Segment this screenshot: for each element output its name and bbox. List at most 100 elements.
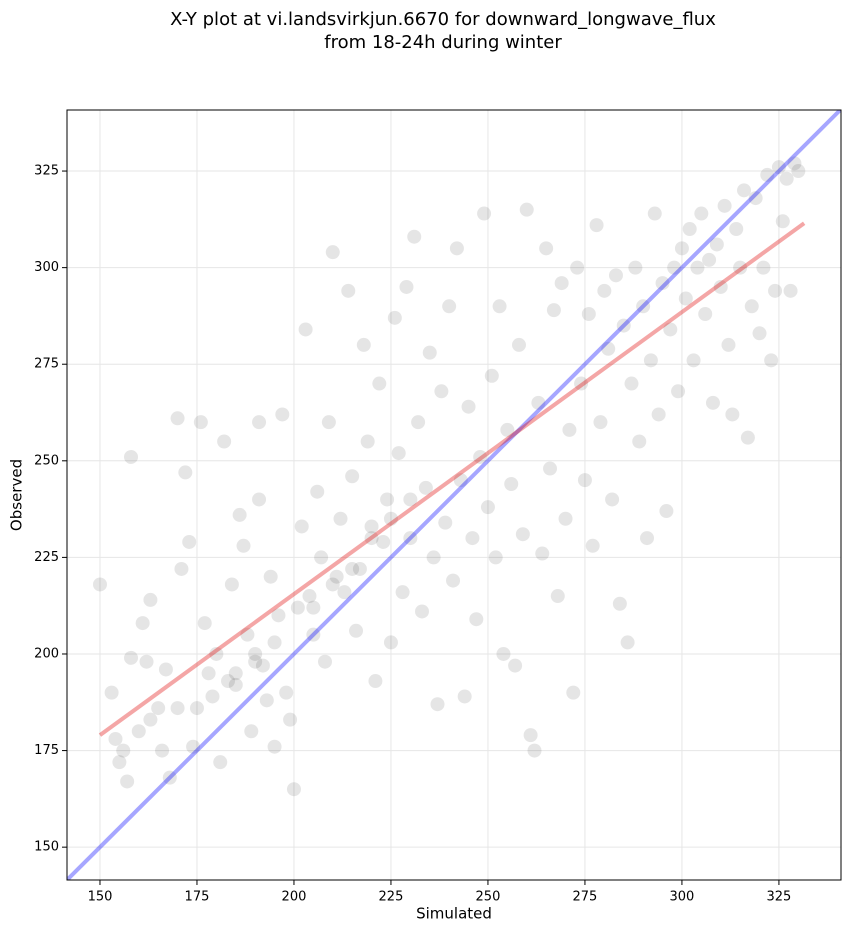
point <box>135 616 150 631</box>
point <box>729 221 744 236</box>
point <box>151 701 166 716</box>
x-tick-label: 175 <box>185 890 210 905</box>
point <box>236 538 251 553</box>
point <box>713 279 728 294</box>
point <box>628 260 643 275</box>
y-tick-label: 300 <box>34 260 59 275</box>
point <box>651 407 666 422</box>
point <box>589 218 604 233</box>
point <box>298 322 313 337</box>
point <box>702 252 717 267</box>
point <box>201 666 216 681</box>
point <box>515 527 530 542</box>
point <box>426 550 441 565</box>
point <box>562 422 577 437</box>
point <box>678 291 693 306</box>
y-tick-label: 325 <box>34 164 59 179</box>
plot-frame <box>66 109 842 881</box>
y-tick-label: 225 <box>34 550 59 565</box>
point <box>248 654 263 669</box>
point <box>457 689 472 704</box>
point <box>523 728 538 743</box>
point <box>302 589 317 604</box>
point <box>197 616 212 631</box>
point <box>170 411 185 426</box>
point <box>329 569 344 584</box>
point <box>430 697 445 712</box>
point <box>259 693 274 708</box>
point <box>383 635 398 650</box>
point <box>771 160 786 175</box>
point <box>473 449 488 464</box>
point <box>244 724 259 739</box>
point <box>504 476 519 491</box>
point <box>705 395 720 410</box>
point <box>368 674 383 689</box>
point <box>608 268 623 283</box>
point <box>380 492 395 507</box>
point <box>139 654 154 669</box>
point <box>294 519 309 534</box>
point <box>725 407 740 422</box>
point <box>709 237 724 252</box>
point <box>519 202 534 217</box>
point <box>209 646 224 661</box>
point <box>531 395 546 410</box>
point <box>605 492 620 507</box>
point <box>694 206 709 221</box>
point <box>740 430 755 445</box>
point <box>321 415 336 430</box>
point <box>205 689 220 704</box>
point <box>221 674 236 689</box>
point <box>345 469 360 484</box>
point <box>414 604 429 619</box>
point <box>325 577 340 592</box>
point <box>686 353 701 368</box>
point <box>640 531 655 546</box>
point <box>240 627 255 642</box>
point <box>162 770 177 785</box>
point <box>597 283 612 298</box>
point <box>748 191 763 206</box>
point <box>228 677 243 692</box>
point <box>616 318 631 333</box>
point <box>399 279 414 294</box>
point <box>477 206 492 221</box>
point <box>768 283 783 298</box>
point <box>682 221 697 236</box>
point <box>193 415 208 430</box>
point <box>310 484 325 499</box>
point <box>775 214 790 229</box>
point <box>271 608 286 623</box>
point <box>733 260 748 275</box>
point <box>108 731 123 746</box>
point <box>469 612 484 627</box>
point <box>671 384 686 399</box>
point <box>690 260 705 275</box>
point <box>717 198 732 213</box>
fit-line <box>98 221 806 737</box>
point <box>488 550 503 565</box>
point <box>360 434 375 449</box>
point <box>364 531 379 546</box>
point <box>352 561 367 576</box>
point <box>632 434 647 449</box>
point <box>546 303 561 318</box>
point <box>643 353 658 368</box>
point <box>143 712 158 727</box>
point <box>744 299 759 314</box>
point <box>511 337 526 352</box>
point <box>465 531 480 546</box>
point <box>721 337 736 352</box>
point <box>155 743 170 758</box>
point <box>612 596 627 611</box>
point <box>228 666 243 681</box>
point <box>314 550 329 565</box>
point <box>407 229 422 244</box>
point <box>647 206 662 221</box>
y-tick-label: 150 <box>34 840 59 855</box>
point <box>624 376 639 391</box>
point <box>449 241 464 256</box>
point <box>655 276 670 291</box>
